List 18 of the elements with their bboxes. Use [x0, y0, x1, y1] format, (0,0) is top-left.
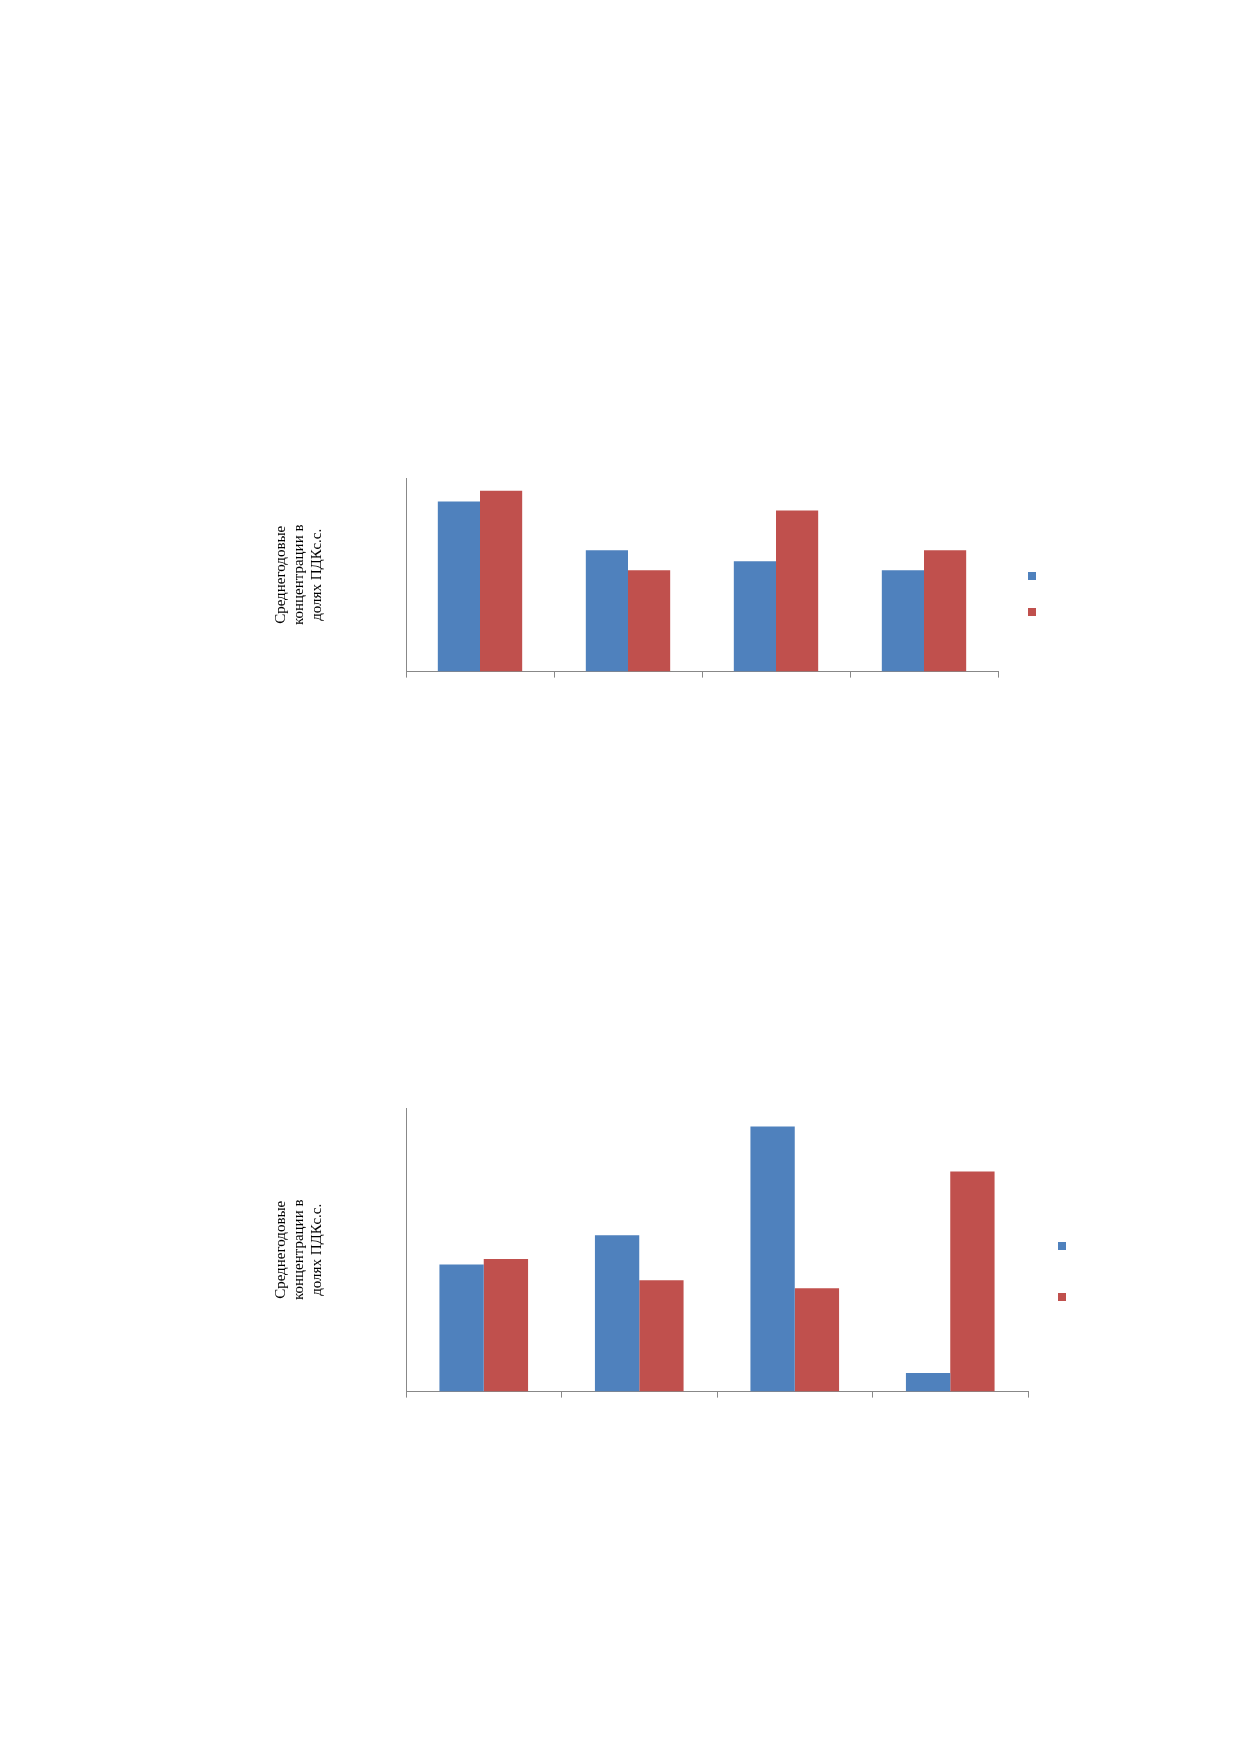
bar [794, 1288, 840, 1392]
bar [480, 490, 523, 672]
bar [483, 1259, 529, 1392]
bar [950, 1171, 995, 1392]
bar [924, 550, 967, 672]
bar [594, 1235, 640, 1392]
y-axis-title: Среднегодовые концентрации в долях ПДКс.с. [271, 524, 324, 626]
bar [905, 1373, 951, 1392]
bar [881, 570, 924, 672]
bar [439, 1264, 484, 1392]
bar [639, 1280, 684, 1392]
bar [585, 550, 628, 672]
bar [750, 1126, 795, 1392]
bar [437, 501, 480, 672]
y-axis-title: Среднегодовые концентрации в долях ПДКс.с. [271, 1199, 324, 1301]
bar [628, 570, 671, 672]
bar [733, 561, 776, 672]
bar [776, 510, 819, 672]
